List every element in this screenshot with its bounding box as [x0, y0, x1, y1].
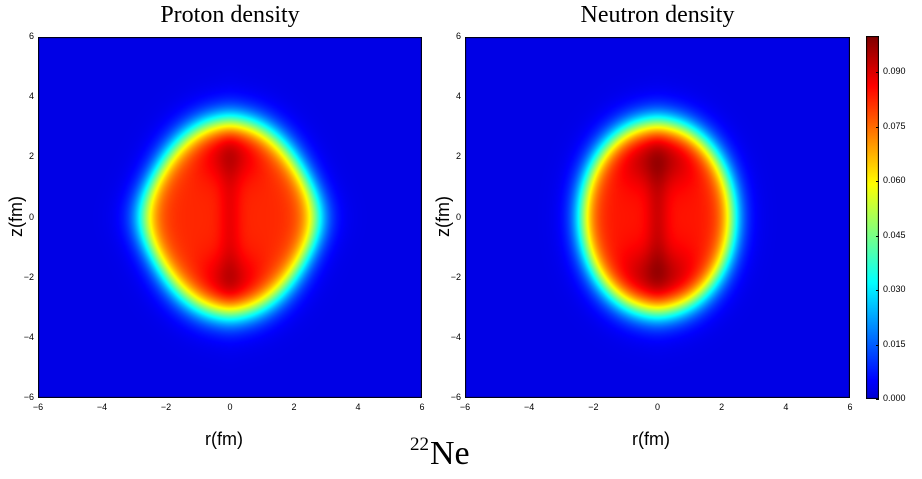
neutron-xtick-label: −6: [459, 402, 471, 412]
proton-density-heatmap: [38, 37, 422, 398]
element-symbol: Ne: [430, 435, 470, 472]
colorbar-tick-mark: [876, 345, 879, 346]
colorbar-tick-label: 0.000: [883, 393, 906, 403]
neutron-ytick-label: 2: [455, 151, 461, 162]
colorbar-tick-mark: [876, 181, 879, 182]
colorbar-tick-mark: [876, 399, 879, 400]
colorbar-tick-mark: [876, 72, 879, 73]
proton-ytick-label: −2: [23, 271, 34, 282]
proton-ytick-label: −6: [23, 392, 34, 402]
proton-xlabel: r(fm): [205, 429, 243, 449]
isotope-caption: 22Ne: [410, 434, 470, 473]
neutron-xtick-label: 4: [783, 402, 789, 412]
proton-ytick-label: −4: [23, 331, 34, 342]
neutron-ytick-label: −2: [450, 271, 461, 282]
neutron-xtick-label: 6: [847, 402, 853, 412]
proton-xtick-label: 4: [355, 402, 361, 412]
neutron-density-heatmap: [465, 37, 850, 398]
proton-ytick-label: 2: [28, 151, 34, 162]
colorbar-tick-label: 0.060: [883, 175, 906, 186]
proton-ytick-label: 0: [28, 211, 34, 222]
neutron-ytick-label: −6: [450, 392, 461, 402]
neutron-ytick-label: 4: [455, 91, 461, 102]
proton-ytick-label: 6: [28, 31, 34, 41]
neutron-xtick-label: −4: [524, 402, 535, 412]
proton-ytick-label: 4: [28, 91, 34, 102]
mass-number: 22: [410, 434, 429, 455]
neutron-ytick-label: 6: [455, 31, 461, 41]
colorbar: [866, 36, 879, 399]
proton-xtick-label: −2: [160, 402, 172, 412]
colorbar-tick-label: 0.015: [883, 338, 906, 349]
neutron-ytick-label: 0: [455, 211, 461, 222]
neutron-panel-title: Neutron density: [580, 2, 735, 28]
colorbar-tick-mark: [876, 236, 879, 237]
neutron-xtick-label: −2: [588, 402, 599, 412]
proton-xtick-label: −6: [32, 402, 44, 412]
proton-panel-title: Proton density: [160, 2, 300, 28]
neutron-xtick-label: 2: [719, 402, 725, 412]
colorbar-tick-label: 0.090: [883, 66, 906, 77]
proton-xtick-label: 2: [291, 402, 297, 412]
colorbar-tick-label: 0.030: [883, 284, 906, 295]
proton-xtick-label: 0: [227, 402, 233, 412]
proton-xtick-label: −4: [96, 402, 108, 412]
neutron-xtick-label: 0: [654, 402, 660, 412]
neutron-xlabel: r(fm): [632, 429, 670, 449]
colorbar-tick-label: 0.045: [883, 229, 906, 240]
colorbar-tick-mark: [876, 127, 879, 128]
proton-xtick-label: 6: [419, 402, 425, 412]
colorbar-tick-label: 0.075: [883, 120, 906, 131]
colorbar-tick-mark: [876, 290, 879, 291]
neutron-ytick-label: −4: [450, 331, 461, 342]
